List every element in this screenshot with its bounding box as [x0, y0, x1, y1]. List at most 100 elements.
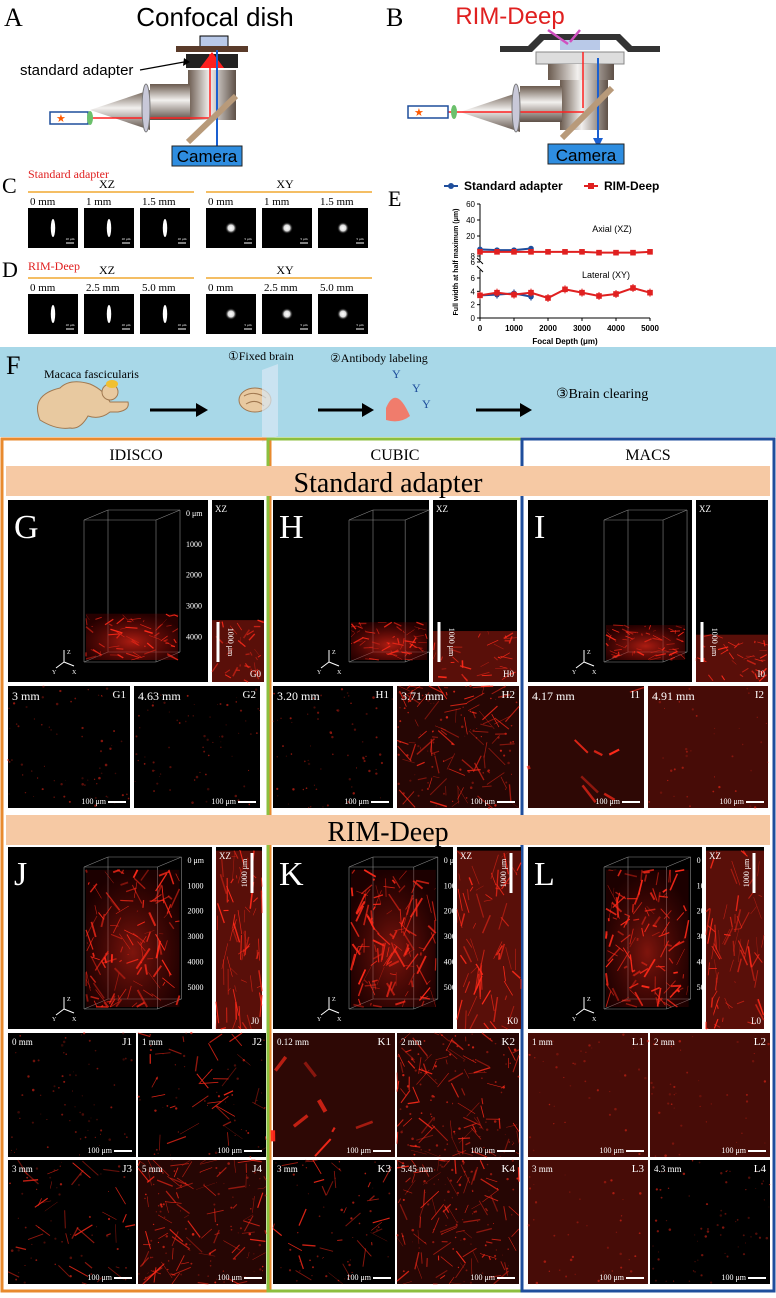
data-point — [494, 249, 500, 255]
sub-label: K0 — [507, 1016, 518, 1026]
panel-d-depth-label: 2.5 mm — [86, 282, 120, 294]
scale-bar-label: 1000 μm — [710, 628, 719, 657]
column-header-idisco: IDISCO — [109, 447, 162, 464]
slice-scale: 100 μm — [721, 1146, 746, 1155]
panel-c-psf-spot — [225, 222, 237, 234]
slice-scale: 100 μm — [470, 1273, 495, 1282]
y-tick-lower: 0 — [471, 314, 476, 323]
data-point — [477, 293, 483, 299]
xz-label: XZ — [699, 504, 711, 514]
annotation-axial: Axial (XZ) — [592, 224, 632, 234]
panel-b-title: RIM-Deep — [455, 3, 564, 30]
axis-z: Z — [67, 650, 71, 656]
data-point — [494, 290, 500, 296]
step-antibody: ②Antibody labeling — [330, 351, 428, 365]
panel-d-psf-scale: 5 μm — [244, 323, 252, 327]
slice-depth: 3.20 mm — [277, 689, 320, 703]
column-header-macs: MACS — [625, 447, 670, 464]
depth-tick: 0 μm — [187, 856, 204, 865]
x-tick: 5000 — [641, 324, 659, 333]
panel-c-depth-label: 1 mm — [86, 196, 112, 208]
data-point — [647, 249, 653, 255]
xz-label: XZ — [709, 851, 721, 861]
slice-label: L2 — [754, 1036, 766, 1048]
panel-letter-b: B — [386, 3, 403, 32]
slice-depth: 4.91 mm — [652, 689, 695, 703]
step-fixed-brain: ①Fixed brain — [228, 349, 294, 363]
axis-x: X — [72, 1017, 77, 1023]
panel-b: B RIM-Deep ★ Camera — [386, 3, 660, 165]
panel-d-psf-scale: 10 μm — [66, 323, 75, 327]
annotation-lateral: Lateral (XY) — [582, 270, 630, 280]
xz-label: XZ — [215, 504, 227, 514]
panel-d-psf-scale: 5 μm — [356, 323, 364, 327]
panel-letter-g: G — [14, 509, 39, 546]
slice-scale: 100 μm — [721, 1273, 746, 1282]
panel-d-psf-spot — [225, 308, 237, 320]
data-point — [630, 250, 636, 256]
data-point — [596, 293, 602, 299]
panel-c-psf-scale: 10 μm — [66, 237, 75, 241]
slice-scale: 100 μm — [595, 797, 620, 806]
data-point — [477, 249, 483, 255]
panel-c-depth-label: 1.5 mm — [320, 196, 354, 208]
panel-d-depth-label: 0 mm — [30, 282, 56, 294]
slice-scale: 100 μm — [344, 797, 369, 806]
axis-y: Y — [52, 670, 57, 676]
scale-bar-label: 1000 μm — [499, 858, 508, 887]
slice-label: K3 — [378, 1163, 392, 1175]
sub-label: J0 — [251, 1016, 260, 1026]
depth-tick: 5000 — [187, 983, 203, 992]
data-point — [647, 290, 653, 296]
panel-c-psf-spot — [163, 219, 167, 237]
axis-z: Z — [587, 997, 591, 1003]
depth-tick: 2000 — [186, 571, 202, 580]
objective-tower — [188, 70, 236, 120]
data-point — [579, 249, 585, 255]
slice-label: I1 — [631, 689, 640, 701]
slice-depth: 3 mm — [12, 689, 40, 703]
data-point — [579, 290, 585, 296]
x-tick: 4000 — [607, 324, 625, 333]
banner-standard-text: Standard adapter — [294, 468, 484, 499]
panel-c-psf-spot — [51, 219, 55, 237]
depth-tick: 2000 — [187, 907, 203, 916]
slice-scale: 100 μm — [599, 1273, 624, 1282]
slice-label: L3 — [632, 1163, 645, 1175]
series-line — [480, 249, 531, 251]
axis-x: X — [72, 670, 77, 676]
xz-label: XZ — [460, 851, 472, 861]
panel-h-3d: 0 μm100020003000HZYXXZH01000 μm — [273, 500, 517, 682]
slice-scale: 100 μm — [719, 797, 744, 806]
depth-tick: 3000 — [187, 932, 203, 941]
excitation-cone — [90, 90, 150, 130]
panel-c-depth-label: 1.5 mm — [142, 196, 176, 208]
panel-letter-f: F — [6, 351, 20, 380]
slice-label: L4 — [754, 1163, 767, 1175]
x-tick: 2000 — [539, 324, 557, 333]
panel-d-psf-spot — [163, 305, 167, 323]
panel-letter-k: K — [279, 856, 304, 893]
panel-letter-j: J — [14, 856, 27, 893]
scale-bar-label: 1000 μm — [447, 628, 456, 657]
data-point — [562, 287, 568, 293]
slice-depth: 3.71 mm — [401, 689, 444, 703]
slice-depth: 4.17 mm — [532, 689, 575, 703]
legend-entry: RIM-Deep — [604, 179, 659, 193]
panel-c-method: Standard adapter — [28, 167, 109, 181]
data-point — [511, 292, 517, 298]
axis-x: X — [337, 670, 342, 676]
camera-label-b: Camera — [556, 146, 617, 165]
slice-depth: 5.45 mm — [401, 1164, 433, 1174]
xz-label: XZ — [436, 504, 448, 514]
slice-depth: 0.12 mm — [277, 1037, 309, 1047]
data-point — [511, 249, 517, 255]
antibody-icon: Y — [412, 381, 421, 395]
